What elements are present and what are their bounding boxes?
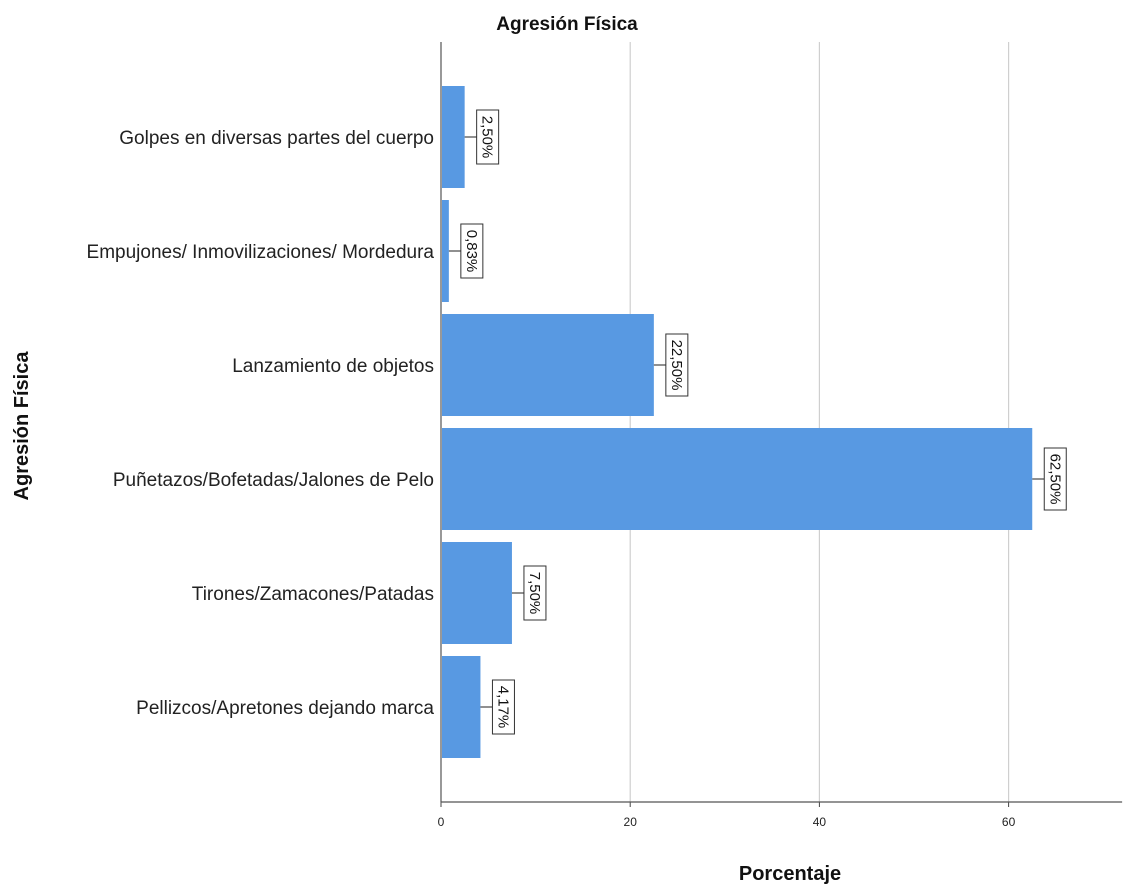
category-label: Golpes en diversas partes del cuerpo	[119, 128, 434, 149]
labels-layer: 0 20 40 60 Golpes en diversas partes del cue…	[87, 109, 1067, 829]
y-axis-title: Agresión Física	[11, 351, 33, 501]
axes-layer	[440, 42, 1123, 807]
category-label: Tirones/Zamacones/Patadas	[192, 584, 434, 605]
category-label: Lanzamiento de objetos	[232, 356, 434, 377]
category-label: Puñetazos/Bofetadas/Jalones de Pelo	[113, 470, 434, 491]
data-label-box	[460, 223, 484, 279]
x-tick-label: 0	[438, 815, 445, 829]
data-label-box	[523, 565, 547, 621]
data-label: 7,50%	[526, 572, 543, 615]
data-label-box	[1043, 447, 1067, 511]
data-label: 4,17%	[494, 686, 511, 729]
data-label-box	[476, 109, 500, 165]
bar	[442, 314, 654, 416]
grid-layer	[629, 42, 1010, 802]
data-label: 0,83%	[463, 230, 480, 273]
x-tick-label: 60	[1002, 815, 1016, 829]
data-label: 22,50%	[668, 340, 685, 391]
x-tick-label: 40	[813, 815, 827, 829]
x-axis-title: Porcentaje	[739, 863, 841, 885]
data-label: 2,50%	[479, 116, 496, 159]
bar	[442, 428, 1033, 530]
bar	[442, 542, 512, 644]
data-label-box	[665, 333, 689, 397]
data-label: 62,50%	[1046, 454, 1063, 505]
bar	[442, 86, 465, 188]
bar	[442, 656, 481, 758]
bars-layer	[442, 86, 1033, 758]
category-label: Pellizcos/Apretones dejando marca	[136, 698, 434, 719]
data-label-box	[491, 679, 515, 735]
x-tick-label: 20	[624, 815, 638, 829]
bar	[442, 200, 449, 302]
category-label: Empujones/ Inmovilizaciones/ Mordedura	[87, 242, 435, 263]
chart-title: Agresión Física	[496, 14, 638, 35]
